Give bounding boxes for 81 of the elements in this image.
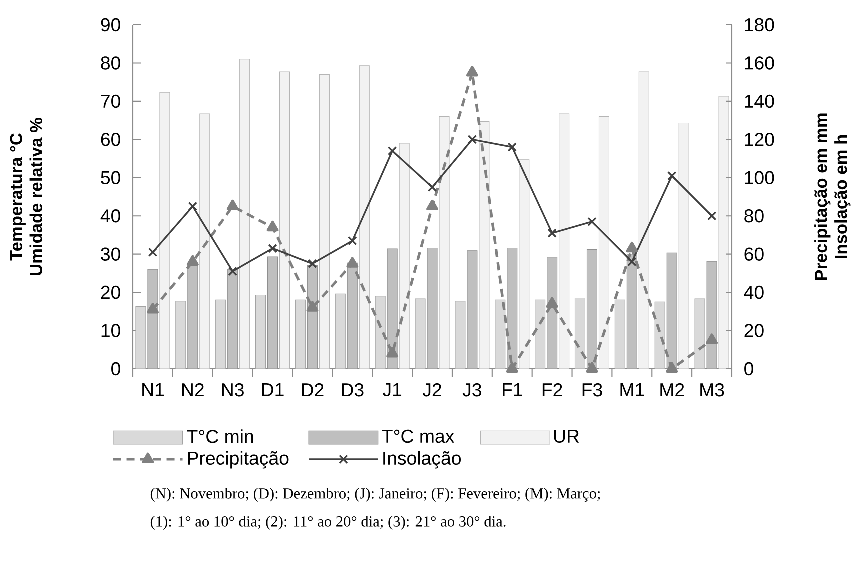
bar xyxy=(495,300,506,369)
y2-tick-label: 160 xyxy=(745,56,774,70)
legend-label: Insolação xyxy=(384,451,462,469)
point xyxy=(508,142,518,152)
point xyxy=(506,362,518,373)
y-tick-label: 0 xyxy=(112,362,120,376)
y2-tick-label: 60 xyxy=(744,248,764,261)
y2-tick-label: 40 xyxy=(744,286,764,300)
point xyxy=(588,217,597,226)
point xyxy=(188,202,198,212)
bar xyxy=(535,300,546,369)
point xyxy=(386,347,399,358)
point xyxy=(626,242,638,253)
bar xyxy=(335,294,346,369)
x-tick-label: N3 xyxy=(222,383,244,397)
point xyxy=(548,228,557,238)
y-tick-label: 30 xyxy=(101,248,120,261)
bar xyxy=(295,300,306,369)
point xyxy=(706,334,718,344)
point xyxy=(306,301,319,312)
point xyxy=(707,211,717,221)
x-tick-label: D2 xyxy=(302,383,324,397)
x-tick-label: J3 xyxy=(462,383,482,397)
x-tick-label: J2 xyxy=(422,383,442,397)
x-tick-label: F1 xyxy=(503,383,522,396)
x-tick-label: F2 xyxy=(542,383,562,397)
y2-tick-label: 0 xyxy=(744,362,754,376)
legend-label: Precipitação xyxy=(188,451,289,469)
point xyxy=(226,200,239,211)
text: (1): 1° ao 10° dia; (2): 11° ao 20° dia; (3): 21° ao 30° dia. xyxy=(150,516,506,530)
point xyxy=(308,259,318,269)
bar xyxy=(614,300,626,369)
point xyxy=(186,255,199,266)
bar xyxy=(216,300,226,369)
x-tick-label: N1 xyxy=(142,383,164,396)
point xyxy=(346,257,359,268)
legend-label: UR xyxy=(554,430,580,444)
y-tick-label: 50 xyxy=(101,171,120,185)
y-tick-label: 90 xyxy=(101,18,120,32)
y2-tick-label: 80 xyxy=(744,209,764,223)
x-tick-label: D3 xyxy=(342,383,364,397)
bar xyxy=(176,301,186,369)
y-tick-label: 10 xyxy=(102,324,120,338)
point xyxy=(428,182,438,192)
point xyxy=(268,244,278,254)
point xyxy=(426,200,438,211)
y2-tick-label: 100 xyxy=(745,171,774,185)
x-tick-label: N2 xyxy=(182,383,204,397)
y-axis-title: Temperatura °C Umidade relativa % xyxy=(10,118,43,276)
y2-tick-label: 180 xyxy=(745,18,774,32)
point xyxy=(147,303,159,314)
y-tick-label: 40 xyxy=(100,209,120,223)
x-tick-label: F3 xyxy=(582,383,602,397)
x-tick-label: D1 xyxy=(262,383,284,396)
bar xyxy=(256,294,266,369)
y-tick-label: 20 xyxy=(101,286,120,300)
point xyxy=(546,297,558,308)
point xyxy=(348,236,358,246)
point xyxy=(468,135,478,144)
x-tick-label: J1 xyxy=(383,383,402,397)
point xyxy=(266,220,279,232)
point xyxy=(586,362,598,373)
x-tick-label: M1 xyxy=(620,383,644,396)
legend-label: T°C max xyxy=(382,430,454,444)
x-tick-label: M2 xyxy=(660,383,684,397)
point xyxy=(628,257,637,267)
y-tick-label: 70 xyxy=(101,94,120,108)
point xyxy=(667,171,677,181)
point xyxy=(388,146,398,156)
text: (N): Novembro; (D): Dezembro; (J): Janeiro; (F): Fevereiro; (M): Março; xyxy=(150,488,600,502)
y2-tick-label: 120 xyxy=(745,133,774,146)
x-tick-label: M3 xyxy=(700,383,724,397)
y2-tick-label: 140 xyxy=(745,94,774,108)
y2-axis-title: Precipitação em mm Insolação em h xyxy=(814,114,851,280)
y2-tick-label: 20 xyxy=(744,324,764,338)
point xyxy=(666,362,678,373)
y-tick-label: 80 xyxy=(101,56,120,70)
y-tick-label: 60 xyxy=(101,133,120,146)
point xyxy=(148,248,158,258)
point xyxy=(228,266,238,276)
legend-label: T°C min xyxy=(187,430,254,444)
